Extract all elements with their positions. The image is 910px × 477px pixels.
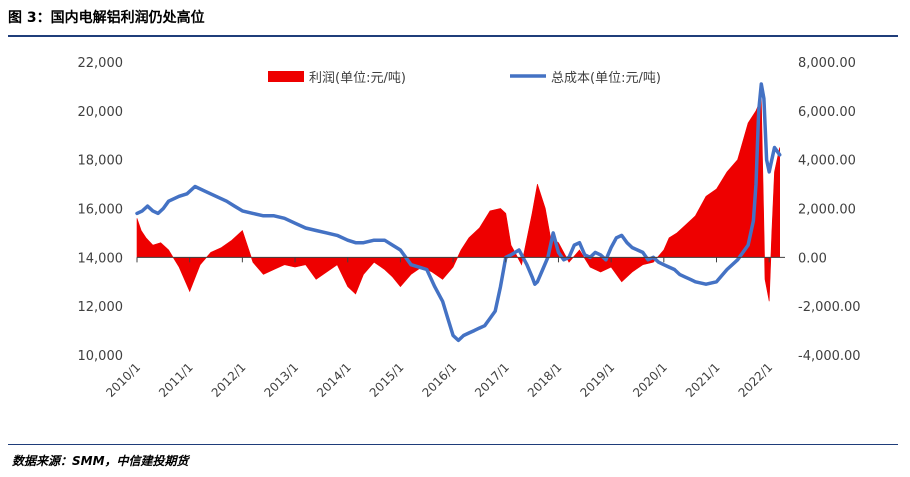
left-axis-tick-label: 22,000	[78, 56, 124, 71]
x-axis-tick-label: 2014/1	[314, 360, 354, 400]
profit-series-area	[136, 98, 780, 302]
figure-title: 图 3：国内电解铝利润仍处高位	[8, 10, 205, 26]
left-axis-tick-label: 16,000	[78, 203, 124, 218]
x-axis-tick-label: 2019/1	[578, 360, 618, 400]
legend-label-cost: 总成本(单位:元/吨)	[551, 71, 661, 86]
x-axis-tick-label: 2015/1	[367, 360, 407, 400]
x-axis-tick-label: 2020/1	[630, 360, 670, 400]
right-axis-tick-label: 2,000.00	[798, 203, 856, 218]
left-axis-tick-label: 18,000	[78, 154, 124, 169]
right-axis-tick-label: 8,000.00	[798, 56, 856, 71]
profit-series-layer	[136, 98, 780, 302]
legend: 利润(单位:元/吨) 总成本(单位:元/吨)	[268, 71, 661, 86]
x-axis-tick-label: 2016/1	[419, 360, 459, 400]
right-axis-tick-label: -4,000.00	[798, 349, 861, 364]
legend-swatch-profit	[268, 71, 304, 82]
legend-label-profit: 利润(单位:元/吨)	[309, 71, 406, 86]
right-axis-tick-label: 6,000.00	[798, 105, 856, 120]
right-axis-tick-label: 4,000.00	[798, 154, 856, 169]
right-axis-tick-label: 0.00	[798, 251, 827, 266]
cost-series-layer	[135, 82, 782, 343]
x-axis-tick-label: 2013/1	[261, 360, 301, 400]
x-axis-tick-label: 2011/1	[156, 360, 196, 400]
left-axis-tick-label: 10,000	[78, 349, 124, 364]
x-axis-tick-label: 2012/1	[209, 360, 249, 400]
x-axis-tick-label: 2022/1	[736, 360, 776, 400]
left-axis-tick-label: 12,000	[78, 300, 124, 315]
source-rule	[8, 444, 898, 445]
x-axis-tick-label: 2018/1	[525, 360, 565, 400]
title-rule	[8, 35, 898, 37]
left-axis-tick-label: 14,000	[78, 251, 124, 266]
x-axis-tick-label: 2021/1	[683, 360, 723, 400]
right-axis-tick-label: -2,000.00	[798, 300, 861, 315]
left-axis-tick-label: 20,000	[78, 105, 124, 120]
x-axis-tick-label: 2017/1	[472, 360, 512, 400]
x-axis-tick-label: 2010/1	[103, 360, 143, 400]
cost-series-line	[135, 82, 782, 343]
source-note: 数据来源：SMM，中信建投期货	[12, 454, 189, 468]
